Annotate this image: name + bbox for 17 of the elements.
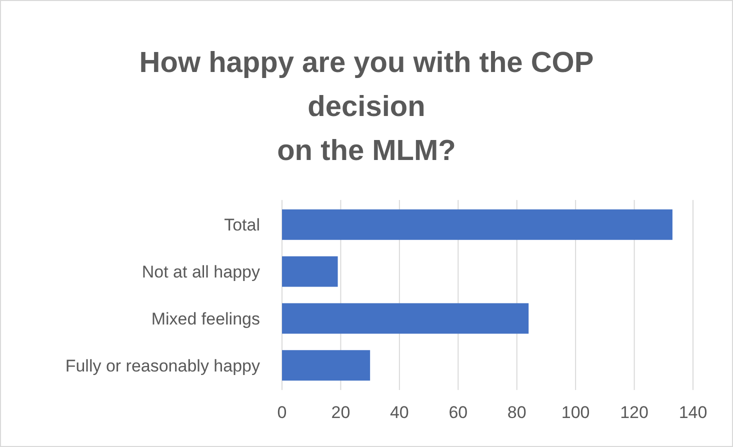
x-tick-label: 100	[561, 403, 590, 422]
x-tick-label: 40	[390, 403, 409, 422]
bar	[282, 256, 338, 287]
y-tick-label: Total	[224, 216, 260, 235]
y-tick-label: Fully or reasonably happy	[65, 356, 260, 376]
bar	[282, 350, 370, 381]
y-tick-label: Not at all happy	[142, 262, 260, 282]
x-tick-label: 20	[331, 403, 350, 422]
y-tick-label: Mixed feelings	[151, 309, 260, 328]
bar	[282, 209, 672, 240]
chart-title: How happy are you with the COP decision on the MLM?	[139, 47, 594, 167]
x-tick-label: 120	[620, 403, 648, 422]
x-tick-label: 140	[678, 403, 708, 422]
x-tick-label: 80	[507, 403, 526, 422]
x-tick-label: 0	[277, 403, 287, 422]
bar	[282, 303, 529, 334]
x-tick-label: 60	[448, 403, 468, 422]
